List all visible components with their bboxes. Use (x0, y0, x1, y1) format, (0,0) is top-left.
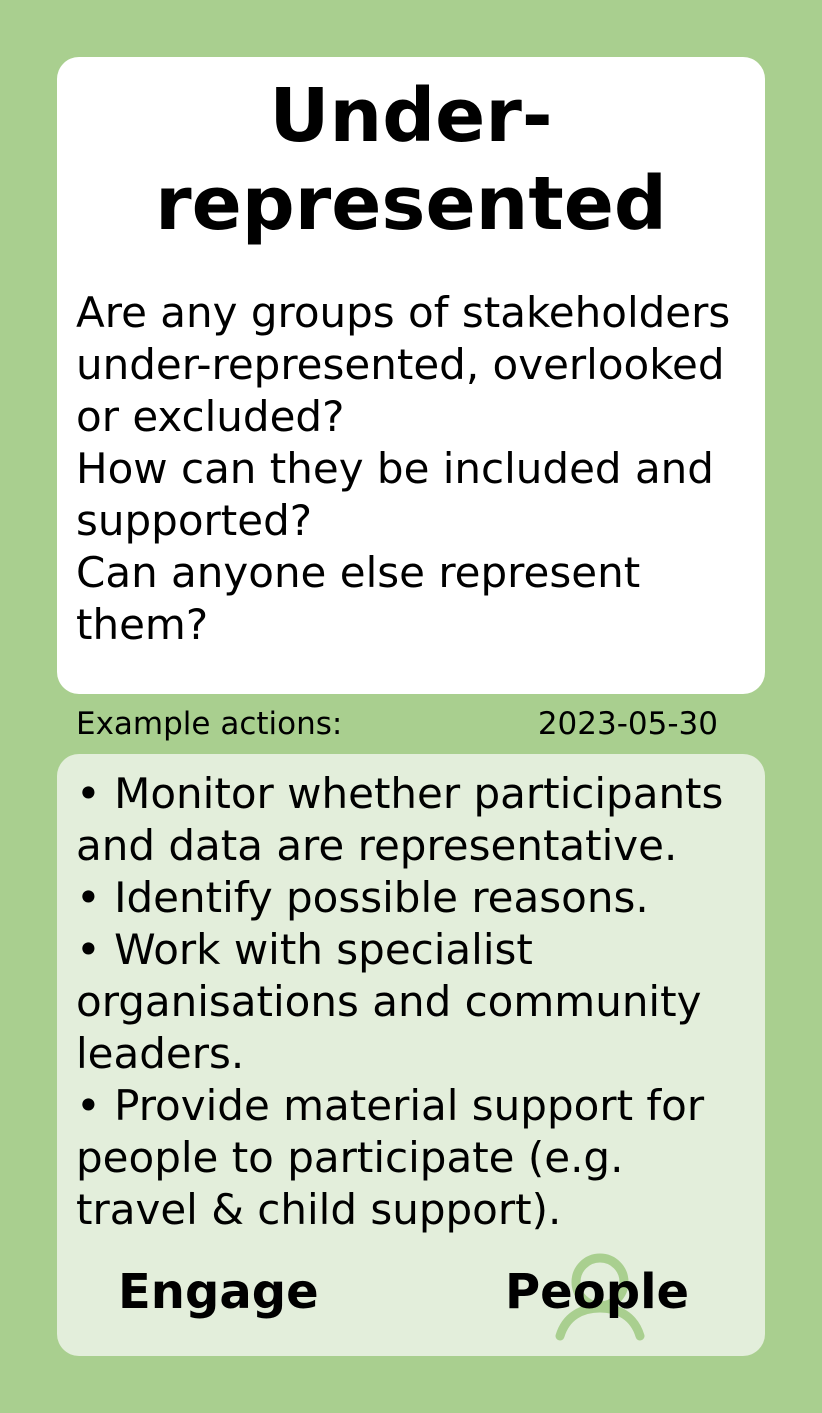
meta-row: Example actions: 2023-05-30 (76, 704, 718, 744)
actions-list: • Monitor whether participants and data … (76, 768, 756, 1236)
question-text: Can anyone else represent them? (76, 548, 641, 649)
question-text: How can they be included and supported? (76, 444, 714, 545)
card-title-line-1: Under- (269, 73, 553, 159)
questions-list: Are any groups of stakeholders under-rep… (76, 287, 756, 651)
action-item: • Work with specialist organisations and… (76, 925, 702, 1078)
actions-card (57, 754, 765, 1356)
subcategory-label: People (505, 1264, 690, 1320)
card-title-line-2: represented (155, 161, 667, 247)
action-item: • Monitor whether participants and data … (76, 769, 724, 870)
category-label: Engage (118, 1264, 319, 1320)
action-item: • Provide material support for people to… (76, 1081, 705, 1234)
question-card (57, 57, 765, 694)
card-date: 2023-05-30 (537, 706, 718, 742)
person-icon (555, 1253, 645, 1341)
question-text: Are any groups of stakeholders under-rep… (76, 288, 731, 441)
action-item: • Identify possible reasons. (76, 873, 649, 922)
card-title: Under- represented (0, 72, 822, 248)
example-actions-label: Example actions: (76, 706, 343, 742)
